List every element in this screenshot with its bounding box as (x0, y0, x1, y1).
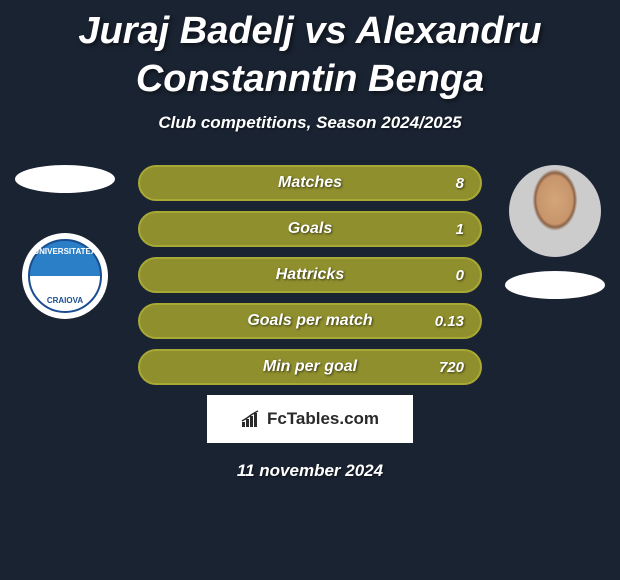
club-badge-text-top: UNIVERSITATEA (30, 247, 100, 256)
chart-icon (241, 410, 263, 428)
stat-label: Min per goal (263, 358, 357, 376)
stat-value: 8 (456, 175, 464, 192)
brand-box[interactable]: FcTables.com (207, 395, 413, 443)
stat-value: 0 (456, 267, 464, 284)
stat-label: Hattricks (276, 266, 344, 284)
brand-text: FcTables.com (267, 409, 379, 429)
club-badge-inner: UNIVERSITATEA CRAIOVA (28, 239, 102, 313)
stat-row-hattricks: Hattricks 0 (138, 257, 482, 293)
comparison-content: UNIVERSITATEA CRAIOVA Matches 8 Goals 1 … (0, 165, 620, 481)
stat-label: Goals per match (247, 312, 372, 330)
stats-list: Matches 8 Goals 1 Hattricks 0 Goals per … (138, 165, 482, 385)
stat-row-min-per-goal: Min per goal 720 (138, 349, 482, 385)
page-title: Juraj Badelj vs Alexandru Constanntin Be… (0, 0, 620, 113)
stat-row-goals-per-match: Goals per match 0.13 (138, 303, 482, 339)
club-badge-text-bottom: CRAIOVA (30, 296, 100, 305)
stat-row-matches: Matches 8 (138, 165, 482, 201)
stat-value: 720 (439, 359, 464, 376)
player-left-name-placeholder (15, 165, 115, 193)
date-text: 11 november 2024 (0, 461, 620, 481)
stat-label: Goals (288, 220, 332, 238)
stat-label: Matches (278, 174, 342, 192)
player-left-club-badge: UNIVERSITATEA CRAIOVA (22, 233, 108, 319)
stat-row-goals: Goals 1 (138, 211, 482, 247)
stat-value: 1 (456, 221, 464, 238)
player-right-photo (509, 165, 601, 257)
player-right-column (500, 165, 610, 299)
player-left-column: UNIVERSITATEA CRAIOVA (10, 165, 120, 319)
stat-value: 0.13 (435, 313, 464, 330)
player-right-name-placeholder (505, 271, 605, 299)
page-subtitle: Club competitions, Season 2024/2025 (0, 113, 620, 133)
